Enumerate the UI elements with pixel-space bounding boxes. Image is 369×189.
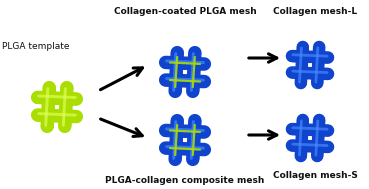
Text: Collagen-coated PLGA mesh: Collagen-coated PLGA mesh xyxy=(114,7,256,16)
Circle shape xyxy=(182,132,186,135)
Circle shape xyxy=(177,142,181,145)
Circle shape xyxy=(314,137,317,140)
Circle shape xyxy=(310,135,313,138)
Circle shape xyxy=(179,138,183,141)
Circle shape xyxy=(183,141,186,145)
Circle shape xyxy=(311,136,314,139)
Circle shape xyxy=(183,136,186,140)
Circle shape xyxy=(180,139,183,142)
Text: Collagen mesh-S: Collagen mesh-S xyxy=(273,171,358,180)
Polygon shape xyxy=(181,131,199,149)
Circle shape xyxy=(189,132,193,135)
Circle shape xyxy=(307,131,310,134)
Circle shape xyxy=(309,140,312,143)
Circle shape xyxy=(304,139,307,143)
Circle shape xyxy=(190,139,193,142)
Circle shape xyxy=(314,131,317,134)
Circle shape xyxy=(306,136,308,139)
Circle shape xyxy=(186,138,189,141)
Circle shape xyxy=(305,137,308,140)
Circle shape xyxy=(182,138,185,141)
Circle shape xyxy=(308,135,311,138)
Circle shape xyxy=(182,137,186,141)
Circle shape xyxy=(310,134,313,137)
Circle shape xyxy=(312,134,315,137)
Circle shape xyxy=(307,142,310,145)
Circle shape xyxy=(308,131,311,134)
Circle shape xyxy=(187,136,190,139)
Circle shape xyxy=(183,141,186,145)
Circle shape xyxy=(186,143,189,146)
Circle shape xyxy=(179,142,182,145)
Text: PLGA template: PLGA template xyxy=(2,42,69,51)
Circle shape xyxy=(189,133,192,137)
Circle shape xyxy=(311,140,314,143)
Text: Collagen mesh-L: Collagen mesh-L xyxy=(273,7,357,16)
Circle shape xyxy=(185,139,189,142)
Circle shape xyxy=(180,144,184,147)
Circle shape xyxy=(183,133,187,136)
Circle shape xyxy=(182,132,185,136)
Circle shape xyxy=(306,142,309,145)
Circle shape xyxy=(182,143,185,146)
Text: PLGA-collagen composite mesh: PLGA-collagen composite mesh xyxy=(105,176,265,185)
Circle shape xyxy=(185,145,188,148)
Circle shape xyxy=(182,144,185,147)
Circle shape xyxy=(307,130,310,133)
Circle shape xyxy=(179,138,183,141)
Circle shape xyxy=(307,141,310,144)
Circle shape xyxy=(307,136,310,139)
Circle shape xyxy=(184,135,187,139)
Circle shape xyxy=(307,136,310,139)
Circle shape xyxy=(186,137,189,140)
Circle shape xyxy=(308,139,311,142)
Circle shape xyxy=(314,132,317,135)
Circle shape xyxy=(308,139,311,142)
Circle shape xyxy=(310,137,313,140)
Circle shape xyxy=(305,136,308,139)
Circle shape xyxy=(305,136,308,139)
Polygon shape xyxy=(307,130,324,146)
Circle shape xyxy=(180,138,183,142)
Circle shape xyxy=(184,142,187,145)
Circle shape xyxy=(303,140,306,143)
Circle shape xyxy=(310,142,313,145)
